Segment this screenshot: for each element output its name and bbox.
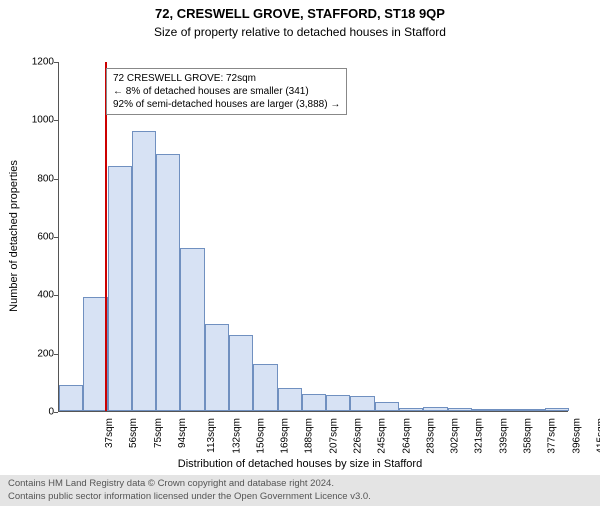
x-tick-label: 321sqm [474, 418, 485, 454]
y-tick-mark [54, 412, 58, 413]
x-tick-label: 169sqm [280, 418, 291, 454]
histogram-bar [253, 364, 277, 411]
histogram-bar [448, 408, 472, 411]
x-tick-label: 302sqm [450, 418, 461, 454]
x-tick-label: 132sqm [231, 418, 242, 454]
x-tick-label: 415sqm [595, 418, 600, 454]
x-tick-label: 264sqm [401, 418, 412, 454]
x-axis-label: Distribution of detached houses by size … [0, 458, 600, 470]
y-tick-mark [54, 62, 58, 63]
y-tick-label: 800 [14, 173, 54, 184]
histogram-bar [83, 297, 107, 411]
histogram-bar [375, 402, 399, 411]
histogram-bar [545, 408, 569, 411]
y-tick-label: 400 [14, 290, 54, 301]
annotation-line: ← 8% of detached houses are smaller (341… [113, 85, 340, 98]
histogram-bar [326, 395, 350, 411]
histogram-bar [156, 154, 180, 411]
x-tick-label: 113sqm [206, 418, 217, 453]
x-tick-label: 37sqm [104, 418, 115, 448]
y-tick-mark [54, 237, 58, 238]
histogram-bar [278, 388, 302, 411]
x-tick-label: 150sqm [255, 418, 266, 454]
histogram-bar [302, 394, 326, 412]
histogram-bar [59, 385, 83, 411]
x-tick-label: 358sqm [523, 418, 534, 454]
histogram-bar [423, 407, 447, 411]
y-tick-label: 1000 [14, 115, 54, 126]
x-tick-label: 75sqm [153, 418, 164, 448]
histogram-bar [399, 408, 423, 411]
y-tick-label: 200 [14, 348, 54, 359]
histogram-bar [496, 409, 520, 411]
y-tick-mark [54, 295, 58, 296]
histogram-bar [472, 409, 496, 411]
histogram-bar [108, 166, 132, 411]
x-tick-label: 396sqm [571, 418, 582, 454]
x-tick-label: 377sqm [547, 418, 558, 454]
annotation-line: 92% of semi-detached houses are larger (… [113, 98, 340, 111]
x-tick-label: 94sqm [177, 418, 188, 448]
y-tick-mark [54, 179, 58, 180]
histogram-bar [520, 409, 544, 411]
x-tick-label: 283sqm [425, 418, 436, 454]
x-tick-label: 226sqm [353, 418, 364, 454]
page-subtitle: Size of property relative to detached ho… [0, 25, 600, 39]
y-tick-label: 1200 [14, 57, 54, 68]
y-tick-label: 600 [14, 232, 54, 243]
x-tick-label: 56sqm [128, 418, 139, 448]
x-tick-label: 188sqm [304, 418, 315, 454]
histogram-bar [205, 324, 229, 412]
footer-line-2: Contains public sector information licen… [8, 491, 592, 503]
histogram-bar [229, 335, 253, 411]
y-tick-label: 0 [14, 407, 54, 418]
annotation-line: 72 CRESWELL GROVE: 72sqm [113, 72, 340, 85]
y-tick-mark [54, 354, 58, 355]
x-tick-label: 245sqm [377, 418, 388, 454]
histogram-bar [350, 396, 374, 411]
footer-line-1: Contains HM Land Registry data © Crown c… [8, 478, 592, 490]
x-tick-label: 339sqm [498, 418, 509, 454]
annotation-box: 72 CRESWELL GROVE: 72sqm← 8% of detached… [106, 68, 347, 115]
y-tick-mark [54, 120, 58, 121]
histogram-bar [180, 248, 204, 411]
page-title: 72, CRESWELL GROVE, STAFFORD, ST18 9QP [0, 6, 600, 21]
footer-attribution: Contains HM Land Registry data © Crown c… [0, 475, 600, 506]
histogram-bar [132, 131, 156, 411]
x-tick-label: 207sqm [328, 418, 339, 454]
